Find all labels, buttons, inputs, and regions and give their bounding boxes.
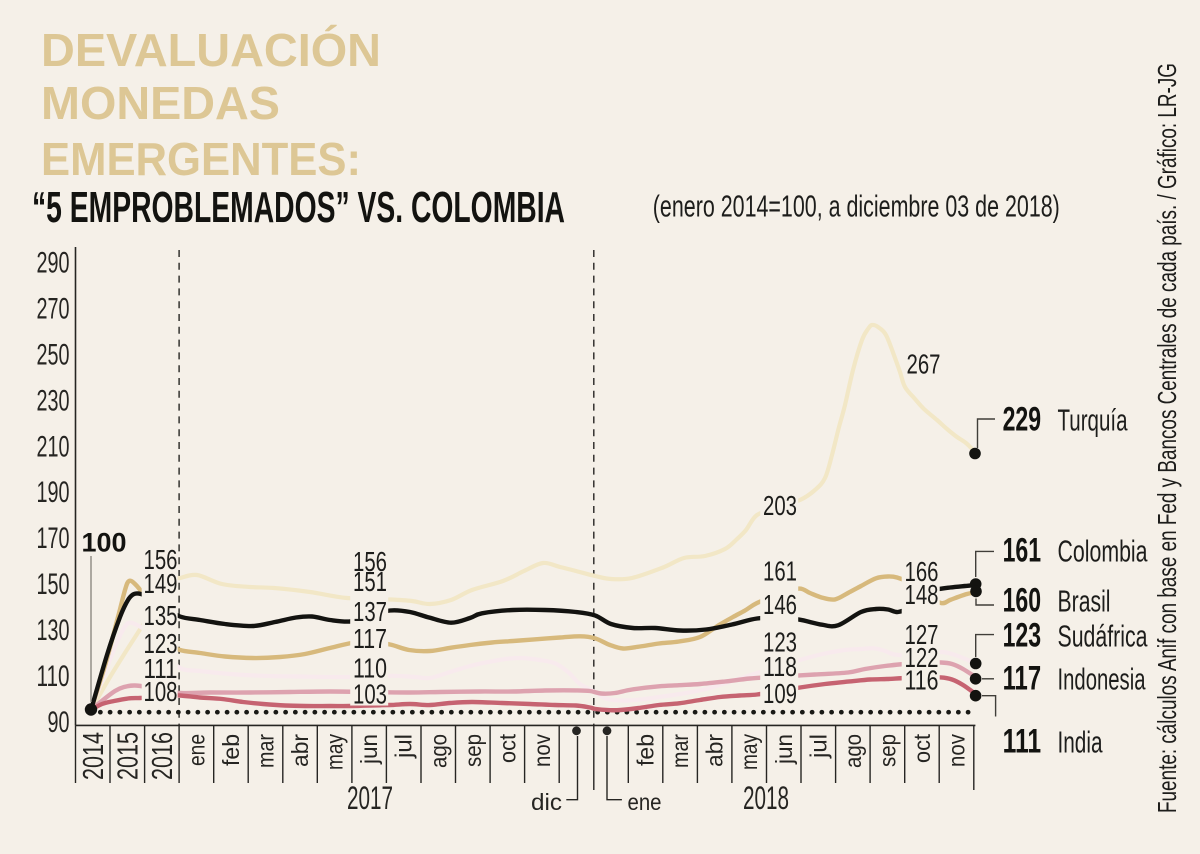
svg-text:109: 109: [763, 678, 797, 709]
svg-text:jul: jul: [391, 734, 417, 759]
svg-text:156: 156: [353, 546, 387, 577]
svg-text:2018: 2018: [743, 780, 789, 816]
svg-text:103: 103: [353, 679, 387, 710]
svg-text:DEVALUACIÓN: DEVALUACIÓN: [41, 24, 381, 76]
svg-text:may: may: [322, 734, 348, 770]
svg-text:203: 203: [763, 490, 797, 521]
svg-text:122: 122: [905, 642, 939, 673]
svg-text:270: 270: [37, 292, 70, 325]
svg-text:161: 161: [1003, 532, 1042, 570]
svg-text:170: 170: [37, 522, 70, 555]
svg-text:Brasil: Brasil: [1058, 584, 1111, 619]
svg-text:2014: 2014: [78, 732, 110, 780]
svg-text:161: 161: [763, 556, 797, 587]
svg-text:110: 110: [353, 653, 387, 684]
svg-text:2017: 2017: [347, 780, 393, 816]
svg-text:90: 90: [48, 706, 70, 739]
svg-text:127: 127: [905, 619, 939, 650]
svg-text:210: 210: [37, 430, 70, 463]
svg-text:jul: jul: [805, 734, 831, 759]
svg-text:149: 149: [144, 568, 178, 599]
svg-text:MONEDAS: MONEDAS: [41, 77, 280, 129]
svg-text:Colombia: Colombia: [1058, 534, 1149, 569]
svg-text:137: 137: [353, 596, 387, 627]
svg-text:160: 160: [1003, 582, 1042, 620]
svg-text:111: 111: [144, 653, 178, 684]
svg-text:ago: ago: [425, 734, 451, 768]
svg-text:mar: mar: [667, 734, 693, 768]
svg-text:ene: ene: [183, 734, 209, 766]
svg-text:ago: ago: [840, 734, 866, 768]
svg-text:123: 123: [1003, 617, 1042, 655]
svg-text:sep: sep: [874, 734, 900, 767]
svg-text:148: 148: [905, 579, 939, 610]
svg-text:111: 111: [1003, 723, 1042, 761]
svg-text:100: 100: [82, 528, 127, 558]
svg-text:117: 117: [353, 623, 387, 654]
svg-text:nov: nov: [944, 734, 970, 767]
svg-text:mar: mar: [253, 734, 279, 768]
svg-text:130: 130: [37, 614, 70, 647]
svg-text:123: 123: [763, 627, 797, 658]
svg-text:146: 146: [763, 589, 797, 620]
svg-text:108: 108: [144, 676, 178, 707]
svg-text:2015: 2015: [112, 732, 144, 780]
svg-text:jun: jun: [771, 734, 797, 765]
svg-text:EMERGENTES:: EMERGENTES:: [41, 133, 361, 185]
svg-text:feb: feb: [218, 734, 244, 766]
svg-text:2016: 2016: [147, 732, 179, 780]
svg-text:feb: feb: [633, 734, 659, 766]
svg-text:150: 150: [37, 568, 70, 601]
svg-text:Turquía: Turquía: [1058, 403, 1129, 438]
svg-text:ene: ene: [628, 789, 662, 815]
svg-text:jun: jun: [356, 734, 382, 765]
svg-text:116: 116: [905, 665, 939, 696]
svg-text:229: 229: [1003, 401, 1042, 439]
svg-text:“5 EMPROBLEMADOS” VS. COLOMBIA: “5 EMPROBLEMADOS” VS. COLOMBIA: [32, 183, 565, 232]
svg-text:230: 230: [37, 384, 70, 417]
svg-text:nov: nov: [529, 734, 555, 767]
svg-text:sep: sep: [460, 734, 486, 767]
svg-text:dic: dic: [531, 789, 562, 815]
svg-text:Indonesia: Indonesia: [1058, 661, 1146, 696]
svg-text:abr: abr: [287, 734, 313, 767]
svg-text:151: 151: [353, 566, 387, 597]
svg-text:117: 117: [1003, 659, 1042, 697]
svg-text:118: 118: [763, 651, 797, 682]
svg-text:156: 156: [144, 544, 178, 575]
svg-text:India: India: [1058, 725, 1104, 760]
svg-text:110: 110: [37, 660, 70, 693]
svg-text:166: 166: [905, 556, 939, 587]
svg-text:oct: oct: [909, 733, 935, 763]
svg-text:290: 290: [37, 247, 70, 280]
svg-text:Fuente: cálculos Anif con base: Fuente: cálculos Anif con base en Fed y …: [1152, 63, 1182, 813]
svg-text:190: 190: [37, 476, 70, 509]
svg-text:(enero 2014=100, a diciembre 0: (enero 2014=100, a diciembre 03 de 2018): [653, 189, 1060, 224]
svg-text:may: may: [736, 734, 762, 770]
svg-text:oct: oct: [494, 733, 520, 763]
svg-text:250: 250: [37, 338, 70, 371]
svg-text:123: 123: [144, 628, 178, 659]
svg-text:135: 135: [144, 600, 178, 631]
svg-text:abr: abr: [702, 734, 728, 767]
svg-text:267: 267: [907, 349, 941, 380]
svg-text:Sudáfrica: Sudáfrica: [1058, 619, 1149, 654]
